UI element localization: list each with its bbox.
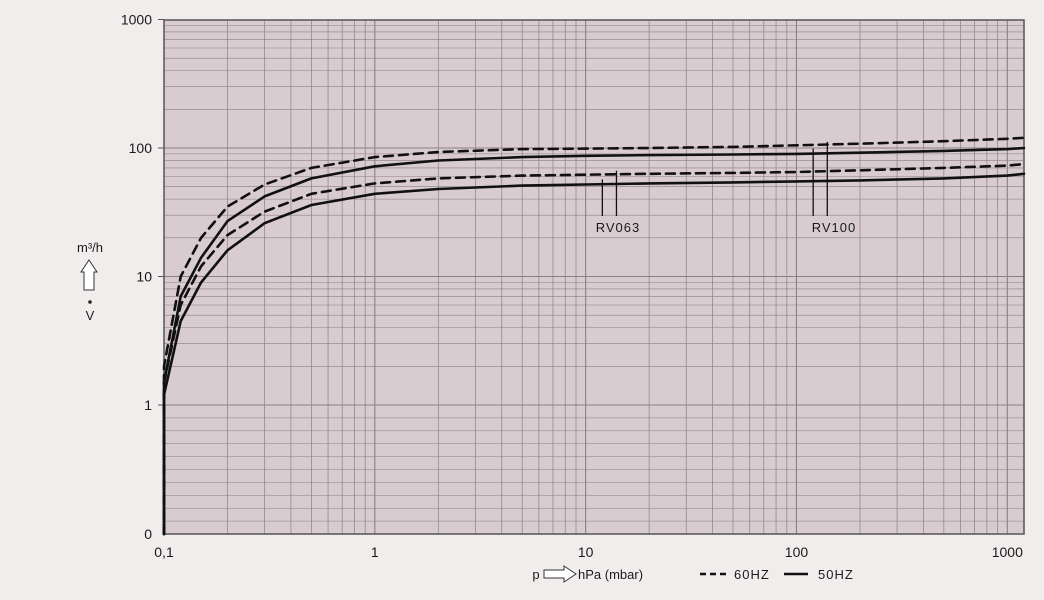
y-axis-up-arrow-icon [80, 259, 98, 291]
curve-rv063-50hz [162, 172, 1026, 536]
tick-label-layer: 0,1 1 10 100 1000 0 1 10 100 1000 [121, 12, 1023, 561]
x-axis-prefix-label: p [532, 567, 539, 582]
y-axis-symbol-label: V [86, 308, 95, 323]
y-tick-label: 10 [136, 269, 152, 285]
legend-label-60hz: 60HZ [734, 567, 770, 582]
curve-layer [162, 136, 1026, 536]
curve-rv100-50hz [162, 146, 1026, 536]
y-tick-label: 100 [129, 140, 153, 156]
y-tick-label: 0 [144, 526, 152, 542]
x-tick-label: 10 [578, 544, 594, 560]
x-axis-right-arrow-icon [543, 565, 577, 583]
x-tick-label: 1 [371, 544, 379, 560]
x-tick-label: 100 [785, 544, 809, 560]
grid-layer [158, 19, 1024, 534]
x-axis-unit-label: hPa (mbar) [578, 567, 643, 582]
curve-label-rv100: RV100 [812, 220, 857, 235]
y-tick-label: 1 [144, 397, 152, 413]
curve-label-rv063: RV063 [596, 220, 641, 235]
curve-rv063-60hz [162, 162, 1026, 536]
plot-frame [163, 19, 1025, 535]
y-axis-symbol-dot [88, 300, 92, 304]
x-tick-label: 0,1 [154, 544, 174, 560]
x-tick-label: 1000 [992, 544, 1023, 560]
y-tick-label: 1000 [121, 12, 152, 28]
legend-label-50hz: 50HZ [818, 567, 854, 582]
curve-label-layer: RV063 RV100 [596, 141, 857, 235]
curve-rv100-60hz [162, 136, 1026, 536]
legend: 60HZ 50HZ [700, 567, 854, 582]
y-axis-unit-label: m³/h [77, 240, 103, 255]
